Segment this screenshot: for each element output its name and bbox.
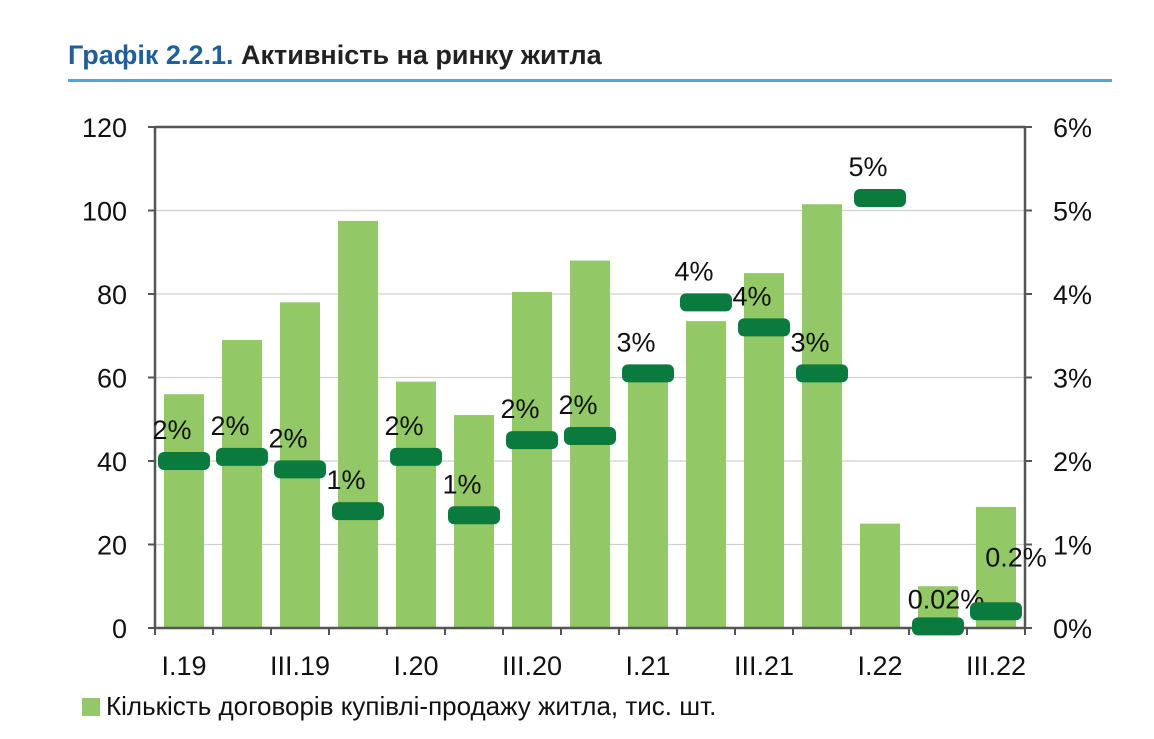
x-tick-label: III.19 [270, 651, 330, 681]
marker [796, 364, 848, 383]
marker [390, 447, 442, 466]
y2-tick-label: 6% [1053, 113, 1092, 143]
marker [854, 188, 906, 207]
y2-tick-label: 0% [1053, 614, 1092, 644]
x-tick-label: III.21 [734, 651, 794, 681]
y2-tick-label: 4% [1053, 280, 1092, 310]
data-label: 2% [152, 415, 191, 445]
data-label: 3% [616, 327, 655, 357]
data-label: 0.2% [985, 542, 1047, 572]
y-tick-label: 80 [97, 280, 127, 310]
data-label: 2% [210, 411, 249, 441]
bar [802, 204, 842, 629]
bar [396, 381, 436, 628]
marker [680, 293, 732, 312]
marker [274, 460, 326, 479]
data-label: 5% [848, 152, 887, 182]
x-tick-label: I.21 [625, 651, 670, 681]
y-tick-label: 0 [112, 614, 127, 644]
marker [216, 447, 268, 466]
legend-swatch [82, 697, 100, 716]
marker [448, 506, 500, 525]
title-number: Графік 2.2.1. [68, 40, 234, 70]
bar [164, 394, 204, 628]
marker [738, 318, 790, 337]
bar [222, 339, 262, 628]
data-label: 2% [558, 390, 597, 420]
data-label: 1% [326, 465, 365, 495]
marker [912, 617, 964, 636]
x-tick-label: I.19 [161, 651, 206, 681]
data-label: 4% [732, 281, 771, 311]
marker [970, 602, 1022, 621]
data-label: 1% [442, 469, 481, 499]
bar [338, 220, 378, 628]
data-label: 4% [674, 256, 713, 286]
data-label: 2% [384, 411, 423, 441]
x-tick-label: III.20 [502, 651, 562, 681]
title-rule [68, 79, 1112, 82]
y-tick-label: 60 [97, 364, 127, 394]
x-tick-label: III.22 [966, 651, 1026, 681]
marker [622, 364, 674, 383]
bar [628, 377, 668, 628]
chart-title: Графік 2.2.1. Активність на ринку житла [68, 40, 602, 71]
bar [512, 291, 552, 628]
marker [506, 431, 558, 450]
x-tick-label: I.20 [393, 651, 438, 681]
y-tick-label: 120 [82, 113, 127, 143]
y-tick-label: 40 [97, 447, 127, 477]
marker [564, 426, 616, 445]
y-tick-label: 20 [97, 531, 127, 561]
x-tick-label: I.22 [857, 651, 902, 681]
data-label: 2% [268, 423, 307, 453]
y-tick-label: 100 [82, 197, 127, 227]
y2-tick-label: 1% [1053, 531, 1092, 561]
marker [158, 452, 210, 470]
y2-tick-label: 2% [1053, 447, 1092, 477]
data-label: 3% [790, 327, 829, 357]
bar [860, 523, 900, 628]
title-text: Активність на ринку житла [241, 40, 602, 70]
legend-label: Кількість договорів купівлі-продажу житл… [106, 691, 717, 721]
legend: Кількість договорів купівлі-продажу житл… [82, 691, 716, 722]
marker [332, 502, 384, 521]
y2-tick-label: 5% [1053, 197, 1092, 227]
y2-tick-label: 3% [1053, 364, 1092, 394]
data-label: 2% [500, 394, 539, 424]
bar [686, 321, 726, 628]
